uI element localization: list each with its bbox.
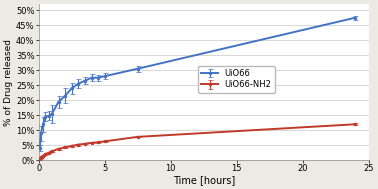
- Legend: UiO66, UiO66-NH2: UiO66, UiO66-NH2: [198, 66, 275, 93]
- Y-axis label: % of Drug released: % of Drug released: [4, 39, 13, 126]
- X-axis label: Time [hours]: Time [hours]: [172, 175, 235, 185]
